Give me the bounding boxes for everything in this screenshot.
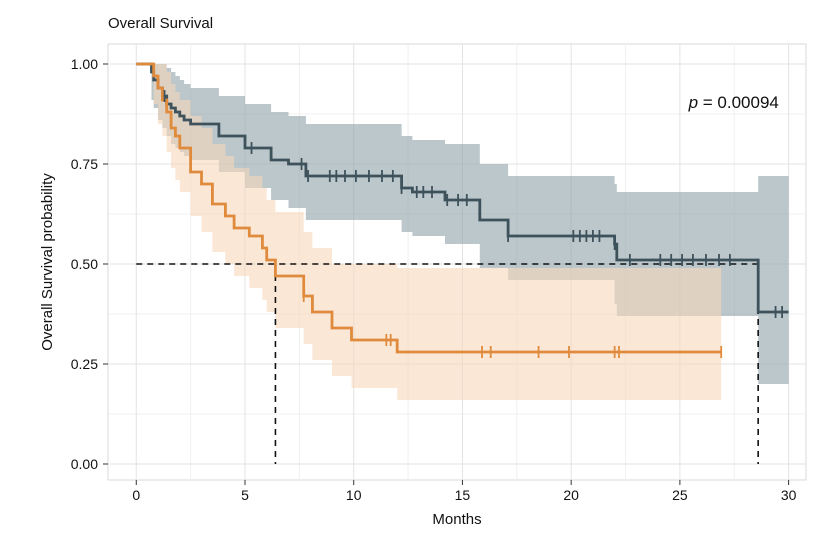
y-tick-label: 0.00 <box>71 456 98 472</box>
p-value-text: = 0.00094 <box>698 93 779 112</box>
x-tick-label: 30 <box>781 487 797 503</box>
x-tick-label: 5 <box>241 487 249 503</box>
survival-curves <box>136 62 789 354</box>
p-symbol: p <box>688 93 698 112</box>
chart-title: Overall Survival <box>108 15 213 32</box>
confidence-bands <box>136 64 789 400</box>
y-tick-label: 0.75 <box>71 156 98 172</box>
p-value-annotation: p = 0.00094 <box>688 93 779 112</box>
x-tick-label: 10 <box>346 487 362 503</box>
x-tick-label: 15 <box>455 487 471 503</box>
y-axis-title: Overall Survival probability <box>39 173 56 351</box>
censor-marks <box>163 90 783 358</box>
axes: 0 5 10 15 20 25 30 0.00 0.25 0.50 0.75 1.00 <box>71 56 797 503</box>
x-tick-label: 0 <box>132 487 140 503</box>
x-tick-label: 20 <box>563 487 579 503</box>
x-axis-title: Months <box>432 511 481 528</box>
survival-curve-2 <box>136 62 722 354</box>
y-tick-label: 1.00 <box>71 56 98 72</box>
y-tick-label: 0.50 <box>71 256 98 272</box>
x-tick-label: 25 <box>672 487 688 503</box>
y-tick-label: 0.25 <box>71 356 98 372</box>
confidence-band-2 <box>136 64 722 400</box>
